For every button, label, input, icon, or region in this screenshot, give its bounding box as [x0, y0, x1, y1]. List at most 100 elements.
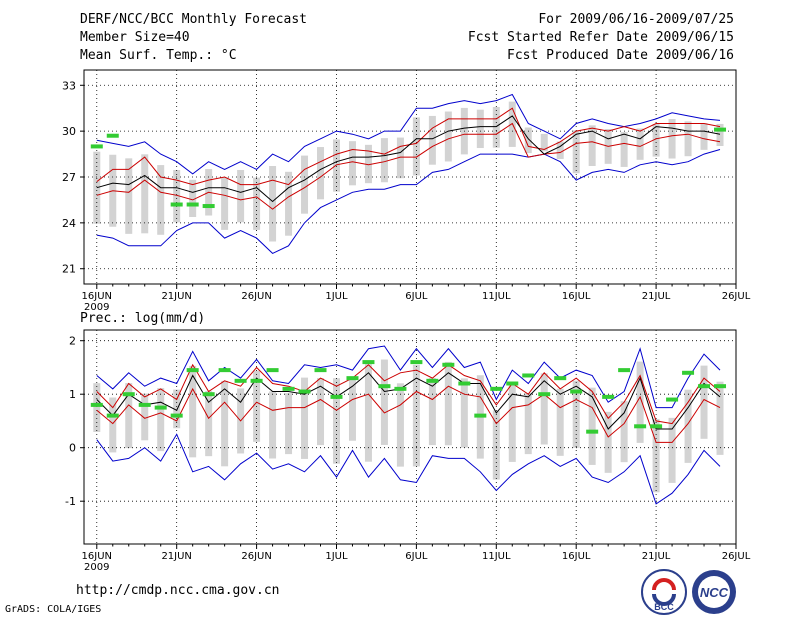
spread-bar — [173, 169, 181, 223]
spread-bar — [620, 132, 628, 167]
spread-bar — [540, 133, 548, 152]
spread-bar — [237, 169, 245, 223]
observed-marker — [138, 402, 151, 407]
spread-bar — [444, 111, 452, 162]
observed-marker — [186, 202, 199, 207]
year-label: 2009 — [84, 302, 109, 313]
spread-bar — [700, 365, 708, 439]
y-tick-label: 21 — [62, 263, 76, 276]
y-tick-label: 30 — [62, 125, 76, 138]
series-line-lower-bound — [96, 385, 721, 443]
spread-bar — [317, 147, 325, 200]
source-url[interactable]: http://cmdp.ncc.cma.gov.cn — [76, 583, 280, 598]
series-line-ensemble-mean — [96, 372, 721, 430]
observed-marker — [154, 405, 167, 410]
observed-marker — [346, 376, 359, 381]
plot-frame — [83, 69, 737, 285]
x-tick-label: 16JUL — [562, 551, 591, 562]
observed-marker — [250, 378, 263, 383]
spread-bar — [412, 364, 420, 467]
spread-bar — [380, 359, 388, 445]
spread-bar — [444, 361, 452, 446]
observed-marker — [618, 368, 631, 373]
spread-bar — [189, 179, 197, 217]
spread-bar — [364, 364, 372, 462]
spread-bar — [684, 389, 692, 463]
observed-marker — [90, 402, 103, 407]
forecast-period: For 2009/06/16-2009/07/25 — [538, 12, 734, 27]
grads-credit: GrADS: COLA/IGES — [5, 604, 102, 615]
spread-bar — [285, 171, 293, 236]
variable-label: Mean Surf. Temp.: °C — [80, 48, 237, 63]
x-tick-label: 6JUL — [405, 551, 428, 562]
x-tick-label: 21JUN — [161, 291, 191, 302]
observed-marker — [314, 368, 327, 373]
spread-bar — [141, 393, 149, 441]
x-tick-label: 16JUN — [82, 551, 112, 562]
svg-text:BCC: BCC — [654, 602, 674, 612]
y-tick-label: 2 — [69, 335, 76, 348]
spread-bar — [492, 106, 500, 148]
spread-bar — [189, 365, 197, 458]
x-tick-label: 21JUL — [642, 291, 671, 302]
x-tick-label: 11JUL — [482, 551, 511, 562]
spread-bar — [221, 380, 229, 467]
observed-marker — [442, 362, 455, 367]
observed-marker — [378, 384, 391, 389]
spread-bar — [652, 124, 660, 157]
x-tick-label: 6JUL — [405, 291, 428, 302]
observed-marker — [522, 373, 535, 378]
observed-marker — [650, 424, 663, 429]
observed-marker — [586, 429, 599, 434]
produced-date: Fcst Produced Date 2009/06/16 — [507, 48, 734, 63]
observed-marker — [714, 384, 727, 389]
spread-bar — [205, 391, 213, 457]
spread-bar — [301, 155, 309, 214]
spread-bar — [332, 139, 340, 192]
observed-marker — [362, 360, 375, 365]
series-line-upper-bound — [96, 363, 721, 425]
x-tick-label: 16JUN — [82, 291, 112, 302]
series-line-ensemble-max — [96, 149, 721, 255]
x-tick-label: 26JUL — [722, 551, 751, 562]
spread-bar — [540, 373, 548, 445]
observed-marker — [170, 202, 183, 207]
x-tick-label: 16JUL — [562, 291, 591, 302]
spread-bar — [476, 109, 484, 149]
observed-marker — [122, 392, 135, 397]
chart-panel-2: -1 0 1 2 16JUN 21JUN 26JUN 1JUL 6JUL 11JUL 16JUL 21… — [65, 311, 751, 573]
spread-bar — [125, 383, 133, 449]
spread-bar — [317, 378, 325, 446]
series-line-ensemble-mean — [96, 115, 721, 203]
spread-bar — [396, 383, 404, 467]
spread-bar — [157, 165, 165, 235]
spread-bar — [572, 130, 580, 174]
series-line-upper-bound — [96, 107, 721, 186]
spread-bar — [588, 125, 596, 166]
spread-bar — [348, 379, 356, 441]
spread-bar — [700, 123, 708, 150]
refer-date: Fcst Started Refer Date 2009/06/15 — [467, 30, 734, 45]
spread-bar — [269, 165, 277, 242]
spread-bar — [93, 383, 101, 432]
spread-bar — [620, 401, 628, 463]
x-tick-label: 21JUL — [642, 551, 671, 562]
spread-bar — [269, 391, 277, 459]
observed-marker — [698, 384, 711, 389]
observed-marker — [506, 381, 519, 386]
observed-marker — [666, 397, 679, 402]
plot-frame — [83, 329, 737, 545]
spread-bar — [556, 388, 564, 456]
observed-marker — [634, 424, 647, 429]
spread-bar — [93, 151, 101, 224]
spread-bar — [221, 177, 229, 230]
panel-title: Prec.: log(mm/d) — [80, 311, 205, 326]
series-line-lower-bound — [96, 122, 721, 210]
observed-marker — [234, 378, 247, 383]
observed-marker — [106, 133, 119, 138]
spread-bar — [125, 158, 133, 234]
series-line-ensemble-max — [96, 345, 721, 409]
spread-bar — [332, 378, 340, 464]
observed-marker — [602, 394, 615, 399]
